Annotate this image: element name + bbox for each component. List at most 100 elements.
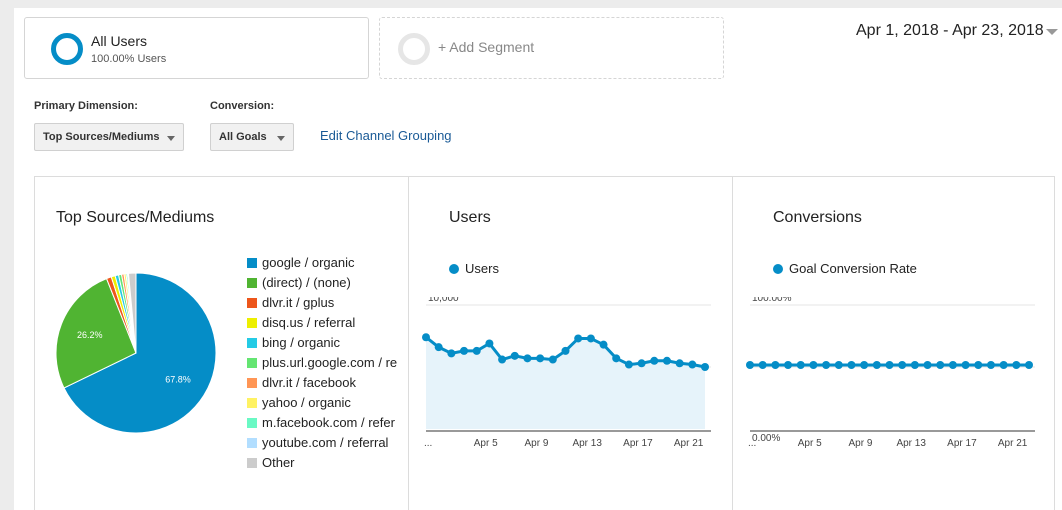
data-point[interactable] xyxy=(974,361,983,369)
data-point[interactable] xyxy=(923,361,932,369)
data-point[interactable] xyxy=(612,354,621,363)
legend-item[interactable]: google / organic xyxy=(247,255,397,275)
users-series-legend[interactable]: Users xyxy=(449,261,499,276)
conversions-series-legend[interactable]: Goal Conversion Rate xyxy=(773,261,917,276)
data-point[interactable] xyxy=(898,361,907,369)
x-tick-label: Apr 9 xyxy=(525,438,549,449)
x-tick-label: Apr 13 xyxy=(572,438,602,449)
data-point[interactable] xyxy=(472,346,481,355)
data-point[interactable] xyxy=(662,356,671,365)
conversion-dropdown[interactable]: All Goals xyxy=(210,123,294,151)
sources-legend: google / organic (direct) / (none) dlvr.it… xyxy=(247,255,397,475)
add-segment-button[interactable]: + Add Segment xyxy=(379,17,724,79)
data-point[interactable] xyxy=(961,361,970,369)
legend-swatch xyxy=(247,338,257,348)
legend-item[interactable]: dlvr.it / gplus xyxy=(247,295,397,315)
data-point[interactable] xyxy=(485,339,494,348)
data-point[interactable] xyxy=(650,356,659,365)
data-point[interactable] xyxy=(637,359,646,368)
data-point[interactable] xyxy=(822,361,831,369)
data-point[interactable] xyxy=(599,340,608,349)
segment-all-users[interactable]: All Users 100.00% Users xyxy=(24,17,369,79)
data-point[interactable] xyxy=(796,361,805,369)
legend-item[interactable]: disq.us / referral xyxy=(247,315,397,335)
legend-item[interactable]: m.facebook.com / refer xyxy=(247,415,397,435)
x-tick-label: Apr 13 xyxy=(896,438,926,449)
data-point[interactable] xyxy=(561,346,570,355)
data-point[interactable] xyxy=(510,351,519,360)
conversion-label: Conversion: xyxy=(210,100,275,112)
data-point[interactable] xyxy=(523,354,532,363)
analytics-page: All Users 100.00% Users + Add Segment Ap… xyxy=(14,8,1062,510)
data-point[interactable] xyxy=(536,354,545,363)
data-point[interactable] xyxy=(758,361,767,369)
primary-dimension-value: Top Sources/Mediums xyxy=(43,131,160,143)
data-point[interactable] xyxy=(834,361,843,369)
pie-slice-label: 26.2% xyxy=(77,330,103,340)
data-point[interactable] xyxy=(688,360,697,369)
chevron-down-icon xyxy=(167,136,175,141)
legend-item[interactable]: Other xyxy=(247,455,397,475)
data-point[interactable] xyxy=(701,363,709,371)
date-range-caret-icon[interactable] xyxy=(1046,29,1058,35)
edit-channel-grouping-link[interactable]: Edit Channel Grouping xyxy=(320,128,452,143)
legend-item[interactable]: yahoo / organic xyxy=(247,395,397,415)
series-dot-icon xyxy=(449,264,459,274)
data-point[interactable] xyxy=(936,361,945,369)
data-point[interactable] xyxy=(548,355,557,364)
data-point[interactable] xyxy=(784,361,793,369)
data-point[interactable] xyxy=(885,361,894,369)
segment-subtitle: 100.00% Users xyxy=(91,53,167,65)
legend-label: (direct) / (none) xyxy=(262,275,351,290)
data-point[interactable] xyxy=(586,334,595,343)
data-point[interactable] xyxy=(1025,361,1033,369)
y-tick-label: 100.00% xyxy=(752,297,792,304)
legend-item[interactable]: plus.url.google.com / re xyxy=(247,355,397,375)
data-point[interactable] xyxy=(999,361,1008,369)
sources-panel-title: Top Sources/Mediums xyxy=(56,209,215,226)
legend-item[interactable]: youtube.com / referral xyxy=(247,435,397,455)
legend-item[interactable]: (direct) / (none) xyxy=(247,275,397,295)
legend-swatch xyxy=(247,418,257,428)
data-point[interactable] xyxy=(872,361,881,369)
legend-swatch xyxy=(247,438,257,448)
data-point[interactable] xyxy=(460,346,469,355)
data-point[interactable] xyxy=(675,359,684,368)
legend-label: bing / organic xyxy=(262,335,341,350)
x-tick-label: Apr 21 xyxy=(674,438,704,449)
legend-label: disq.us / referral xyxy=(262,315,356,330)
x-tick-label: Apr 9 xyxy=(849,438,873,449)
data-point[interactable] xyxy=(1012,361,1021,369)
primary-dimension-dropdown[interactable]: Top Sources/Mediums xyxy=(34,123,184,151)
segment-title: All Users xyxy=(91,33,148,49)
x-tick-label: Apr 17 xyxy=(623,438,653,449)
data-point[interactable] xyxy=(624,360,633,369)
data-point[interactable] xyxy=(948,361,957,369)
data-point[interactable] xyxy=(847,361,856,369)
legend-label: m.facebook.com / refer xyxy=(262,415,395,430)
data-point[interactable] xyxy=(746,361,754,369)
data-point[interactable] xyxy=(771,361,780,369)
data-point[interactable] xyxy=(574,334,583,343)
legend-label: yahoo / organic xyxy=(262,395,351,410)
data-point[interactable] xyxy=(422,333,430,342)
legend-item[interactable]: bing / organic xyxy=(247,335,397,355)
data-point[interactable] xyxy=(860,361,869,369)
data-point[interactable] xyxy=(910,361,919,369)
data-point[interactable] xyxy=(986,361,995,369)
data-point[interactable] xyxy=(434,343,443,352)
legend-item[interactable]: dlvr.it / facebook xyxy=(247,375,397,395)
sources-panel: Top Sources/Mediums 67.8% 26.2% google / … xyxy=(35,177,408,510)
pie-slice[interactable] xyxy=(127,272,137,354)
pie-slice[interactable] xyxy=(55,277,137,389)
pie-slice[interactable] xyxy=(63,272,217,434)
data-point[interactable] xyxy=(809,361,818,369)
legend-label: plus.url.google.com / re xyxy=(262,355,397,370)
data-point[interactable] xyxy=(498,355,507,364)
legend-swatch xyxy=(247,358,257,368)
data-point[interactable] xyxy=(447,349,456,358)
date-range-picker[interactable]: Apr 1, 2018 - Apr 23, 2018 xyxy=(856,22,1044,39)
sources-pie-chart: 67.8% 26.2% xyxy=(55,272,217,434)
